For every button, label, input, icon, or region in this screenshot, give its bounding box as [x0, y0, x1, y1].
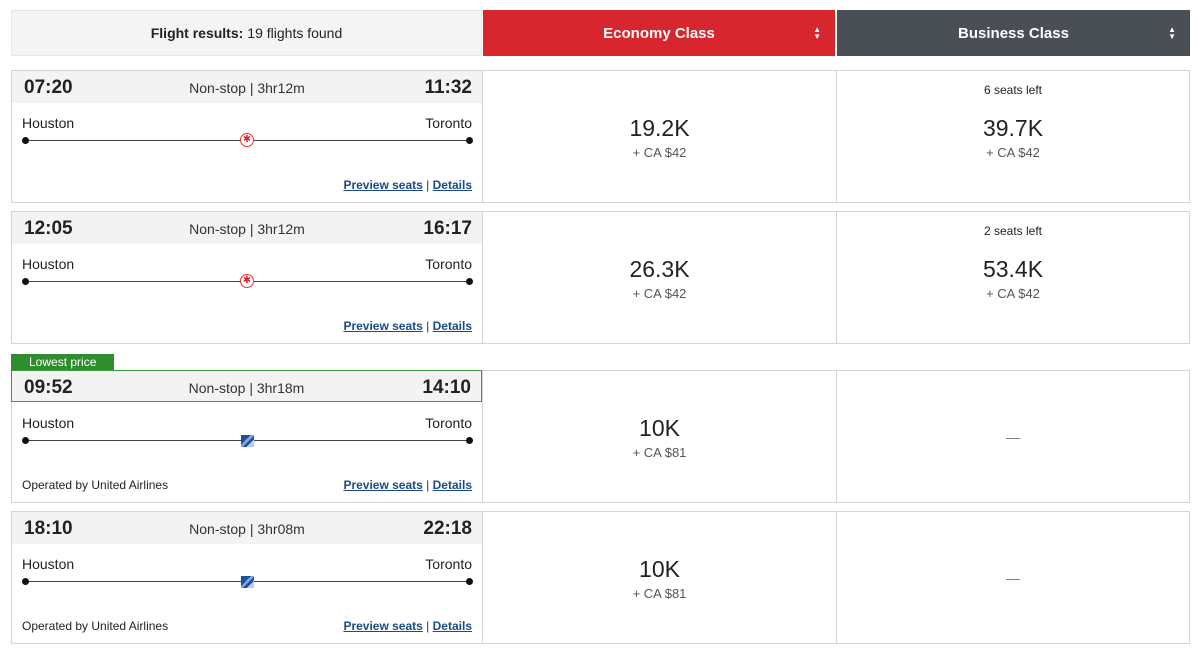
flight-links: Preview seats | Details	[343, 478, 472, 492]
economy-tax: + CA $81	[632, 586, 687, 601]
flight-links: Preview seats | Details	[343, 619, 472, 633]
preview-seats-link[interactable]: Preview seats	[343, 478, 423, 492]
origin-city: Houston	[22, 115, 75, 131]
economy-class-sort[interactable]: Economy Class ▲ ▼	[483, 10, 835, 56]
preview-seats-link[interactable]: Preview seats	[343, 178, 423, 192]
unavailable-dash: —	[1006, 429, 1020, 445]
economy-fare[interactable]: 26.3K + CA $42	[483, 212, 837, 343]
origin-dot	[22, 278, 29, 285]
flight-info: 07:20 Non-stop | 3hr12m 11:32 Houston To…	[12, 71, 483, 202]
arrival-time: 11:32	[424, 77, 472, 98]
business-fare[interactable]: 6 seats left 39.7K + CA $42	[837, 71, 1189, 202]
departure-time: 07:20	[24, 77, 73, 98]
duration: Non-stop | 3hr08m	[189, 521, 305, 537]
details-link[interactable]: Details	[432, 619, 472, 633]
air-canada-logo-icon: ✱	[240, 274, 254, 288]
departure-time: 09:52	[24, 377, 73, 398]
seats-left: 2 seats left	[983, 224, 1043, 238]
arrival-time: 16:17	[423, 218, 472, 239]
flight-row[interactable]: 09:52 Non-stop | 3hr18m 14:10 Houston To…	[11, 370, 1190, 503]
economy-points: 19.2K	[629, 115, 690, 141]
economy-tax: + CA $42	[632, 286, 687, 301]
details-link[interactable]: Details	[432, 178, 472, 192]
operated-by: Operated by United Airlines	[22, 619, 169, 633]
preview-seats-link[interactable]: Preview seats	[343, 319, 423, 333]
economy-tax: + CA $81	[632, 445, 687, 460]
economy-points: 10K	[639, 556, 680, 582]
duration: Non-stop | 3hr12m	[189, 221, 305, 237]
sort-icon: ▲ ▼	[813, 25, 821, 41]
preview-seats-link[interactable]: Preview seats	[343, 619, 423, 633]
destination-city: Toronto	[425, 115, 472, 131]
origin-dot	[22, 578, 29, 585]
destination-city: Toronto	[425, 556, 472, 572]
business-fare: —	[837, 371, 1189, 502]
business-class-sort[interactable]: Business Class ▲ ▼	[837, 10, 1190, 56]
operated-by: Operated by United Airlines	[22, 478, 169, 492]
origin-city: Houston	[22, 415, 75, 431]
flight-info: 18:10 Non-stop | 3hr08m 22:18 Houston To…	[12, 512, 483, 643]
unavailable-dash: —	[1006, 570, 1020, 586]
flight-row[interactable]: 12:05 Non-stop | 3hr12m 16:17 Houston To…	[11, 211, 1190, 344]
economy-fare[interactable]: 10K + CA $81	[483, 512, 837, 643]
economy-points: 26.3K	[629, 256, 690, 282]
business-fare[interactable]: 2 seats left 53.4K + CA $42	[837, 212, 1189, 343]
duration: Non-stop | 3hr12m	[189, 80, 305, 96]
economy-tax: + CA $42	[632, 145, 687, 160]
destination-dot	[466, 437, 473, 444]
united-logo-icon	[241, 435, 254, 447]
origin-dot	[22, 437, 29, 444]
details-link[interactable]: Details	[432, 478, 472, 492]
economy-fare[interactable]: 10K + CA $81	[483, 371, 837, 502]
arrival-time: 22:18	[423, 518, 472, 539]
sort-icon: ▲ ▼	[1168, 25, 1176, 41]
business-tax: + CA $42	[986, 145, 1040, 160]
business-points: 39.7K	[982, 115, 1044, 141]
flight-info: 09:52 Non-stop | 3hr18m 14:10 Houston To…	[11, 370, 483, 502]
destination-city: Toronto	[425, 256, 472, 272]
destination-dot	[466, 278, 473, 285]
air-canada-logo-icon: ✱	[240, 133, 254, 147]
economy-points: 10K	[639, 415, 680, 441]
flight-times: 18:10 Non-stop | 3hr08m 22:18	[12, 512, 482, 544]
origin-city: Houston	[22, 556, 75, 572]
economy-fare[interactable]: 19.2K + CA $42	[483, 71, 837, 202]
origin-dot	[22, 137, 29, 144]
results-summary: Flight results: 19 flights found	[11, 10, 482, 56]
united-logo-icon	[241, 576, 254, 588]
flight-times: 09:52 Non-stop | 3hr18m 14:10	[11, 370, 482, 402]
arrival-time: 14:10	[422, 377, 471, 398]
flight-row[interactable]: 18:10 Non-stop | 3hr08m 22:18 Houston To…	[11, 511, 1190, 644]
business-fare: —	[837, 512, 1189, 643]
business-points: 53.4K	[982, 256, 1044, 282]
flight-times: 07:20 Non-stop | 3hr12m 11:32	[12, 71, 482, 103]
duration: Non-stop | 3hr18m	[188, 380, 305, 396]
business-tax: + CA $42	[986, 286, 1040, 301]
departure-time: 18:10	[24, 518, 73, 539]
destination-city: Toronto	[425, 415, 472, 431]
flight-links: Preview seats | Details	[343, 178, 472, 192]
flight-times: 12:05 Non-stop | 3hr12m 16:17	[12, 212, 482, 244]
departure-time: 12:05	[24, 218, 73, 239]
flight-row[interactable]: 07:20 Non-stop | 3hr12m 11:32 Houston To…	[11, 70, 1190, 203]
origin-city: Houston	[22, 256, 75, 272]
details-link[interactable]: Details	[432, 319, 472, 333]
lowest-price-badge: Lowest price	[11, 354, 114, 371]
destination-dot	[466, 578, 473, 585]
seats-left: 6 seats left	[983, 83, 1043, 97]
flight-info: 12:05 Non-stop | 3hr12m 16:17 Houston To…	[12, 212, 483, 343]
flight-links: Preview seats | Details	[343, 319, 472, 333]
destination-dot	[466, 137, 473, 144]
